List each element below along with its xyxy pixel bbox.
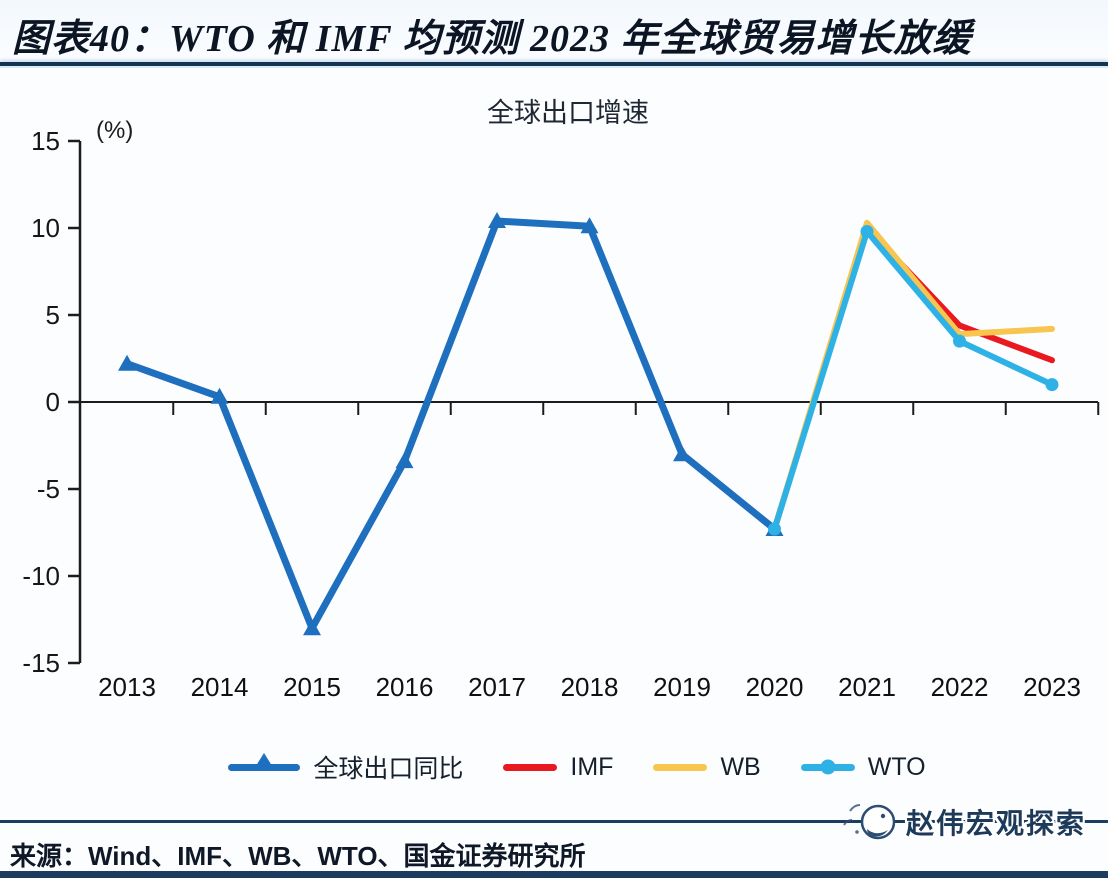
page-title: 图表40：WTO 和 IMF 均预测 2023 年全球贸易增长放缓: [12, 18, 972, 60]
triangle-marker-icon: [254, 752, 275, 769]
legend-item-series: 全球出口同比: [228, 749, 463, 785]
series-line-WTO: [771, 228, 1055, 533]
header-divider: [0, 62, 1108, 66]
y-tick-label: -10: [22, 561, 60, 591]
legend-item-imf: IMF: [503, 753, 613, 782]
x-tick-label: 2020: [746, 672, 804, 702]
legend-line-swatch: [800, 759, 855, 775]
legend-label: WTO: [867, 752, 926, 781]
watermark-text: 赵伟宏观探索: [906, 808, 1087, 839]
x-tick-label: 2022: [931, 672, 989, 702]
y-tick-label: 0: [46, 387, 60, 417]
footer-divider: [0, 820, 1108, 823]
legend-label: WB: [720, 752, 761, 781]
x-tick-label: 2015: [283, 672, 341, 702]
triangle-marker: [395, 452, 414, 469]
bottom-bar: [0, 871, 1108, 878]
x-tick-label: 2014: [191, 672, 249, 702]
x-tick-label: 2016: [376, 672, 434, 702]
plot-title: 全球出口增速: [487, 98, 649, 128]
chart-header: 图表40：WTO 和 IMF 均预测 2023 年全球贸易增长放缓: [0, 0, 1108, 62]
circle-marker: [1045, 378, 1059, 392]
compass-icon: [843, 804, 896, 840]
triangle-marker: [673, 445, 691, 462]
circle-marker: [953, 334, 966, 348]
triangle-marker: [210, 387, 229, 404]
y-unit-label: (%): [96, 117, 133, 144]
triangle-marker: [303, 619, 321, 636]
x-tick-label: 2013: [98, 672, 156, 702]
circle-marker-icon: [820, 759, 836, 775]
legend-line-swatch: [228, 752, 301, 771]
series-line-全球出口同比: [123, 217, 778, 632]
y-tick-label: -5: [37, 474, 60, 504]
x-tick-label: 2017: [468, 672, 526, 702]
circle-marker: [860, 224, 874, 238]
source-text: 来源：Wind、IMF、WB、WTO、国金证券研究所: [10, 841, 586, 871]
y-tick-label: -15: [22, 648, 60, 678]
y-tick-label: 5: [46, 300, 60, 330]
y-tick-label: 10: [31, 213, 60, 243]
triangle-marker: [118, 354, 136, 371]
circle-marker: [768, 522, 781, 536]
legend-line-swatch: [653, 763, 708, 771]
brand-watermark: 赵伟宏观探索: [842, 795, 1108, 849]
legend-label: 全球出口同比: [313, 755, 464, 783]
chart-canvas: 全球出口增速 (%) 15 10 5 0 -5 -10 -15 2013 2014 2015 2016 2…: [22, 98, 1100, 702]
x-tick-label: 2021: [838, 672, 896, 702]
triangle-marker: [580, 217, 599, 234]
legend-item-wto: WTO: [800, 752, 926, 782]
y-tick-label: 15: [31, 126, 60, 156]
legend-line-swatch: [503, 763, 558, 771]
chart-legend: 全球出口同比 IMF WB WTO: [0, 742, 1108, 792]
triangle-marker: [488, 212, 506, 229]
legend-label: IMF: [570, 752, 614, 781]
series-line-IMF: [771, 225, 1055, 533]
x-tick-label: 2019: [653, 672, 711, 702]
x-tick-label: 2018: [561, 672, 619, 702]
legend-item-wb: WB: [653, 752, 761, 782]
series-line-WB: [771, 219, 1055, 533]
x-tick-label: 2023: [1023, 672, 1081, 702]
